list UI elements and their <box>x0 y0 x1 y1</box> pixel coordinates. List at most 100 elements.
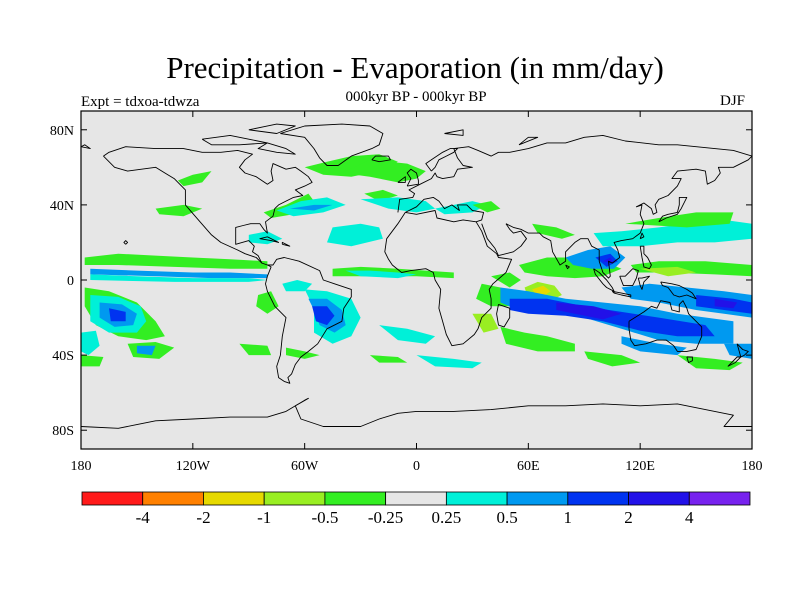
pe-region-11 <box>177 171 212 187</box>
pe-region-58 <box>584 351 641 367</box>
colorbar-label: -0.5 <box>311 508 338 527</box>
pe-region-12 <box>155 204 203 217</box>
colorbar-swatch <box>203 491 265 506</box>
coastline-22 <box>628 300 703 352</box>
lon-tick-label: 180 <box>742 459 763 474</box>
pe-region-32 <box>256 291 279 314</box>
page-subtitle: 000kyr BP - 000kyr BP <box>345 89 487 105</box>
coastline-4 <box>371 155 391 163</box>
pe-region-33 <box>286 347 320 359</box>
pe-region-51 <box>640 266 697 277</box>
coastline-9 <box>405 196 485 223</box>
pe-region-22 <box>472 201 501 213</box>
coastline-36 <box>518 136 539 146</box>
lon-tick-label: 0 <box>413 459 420 474</box>
coastline-7 <box>406 168 419 187</box>
pe-region-19 <box>360 197 436 213</box>
pe-region-28 <box>345 270 417 279</box>
lat-tick-label: 0 <box>67 274 74 289</box>
coastline-18 <box>611 290 632 298</box>
lat-tick-label: 40S <box>52 349 74 364</box>
pe-region-2 <box>90 274 268 282</box>
colorbar-label: -2 <box>196 508 210 527</box>
coastline-35 <box>444 129 464 136</box>
coastline-0 <box>103 155 352 384</box>
lat-tick-label: 80N <box>50 124 74 139</box>
lon-tick-label: 60E <box>517 459 540 474</box>
coastline-30 <box>565 264 570 270</box>
coastline-28 <box>259 236 280 243</box>
coastline-21 <box>660 281 697 300</box>
colorbar-label: 0.5 <box>496 508 517 527</box>
colorbar-label: -0.25 <box>368 508 403 527</box>
coastline-20 <box>637 275 650 290</box>
coastline-6 <box>425 148 458 172</box>
pe-region-59 <box>239 343 272 356</box>
coastline-8 <box>397 176 406 183</box>
coastline-31 <box>81 144 91 150</box>
coastline-12 <box>481 223 527 257</box>
coastline-33 <box>257 142 296 155</box>
colorbar-label: 1 <box>564 508 573 527</box>
coastline-16 <box>639 245 652 270</box>
colorbar-swatch <box>628 491 690 506</box>
pe-region-18 <box>364 189 398 202</box>
pe-region-56 <box>677 355 743 371</box>
colorbar-swatch <box>688 491 751 506</box>
colorbar-label: 4 <box>685 508 694 527</box>
pe-region-55 <box>621 336 687 356</box>
map-axes: 80N 40N 0 40S 80S 180 120W 60W 0 60E 120E 180 <box>50 111 763 474</box>
coastline-3 <box>280 123 384 166</box>
colorbar-swatch <box>81 491 144 506</box>
pe-region-60 <box>369 355 408 363</box>
pe-region-1 <box>90 268 268 279</box>
pe-region-10 <box>81 355 104 367</box>
coastline-11 <box>496 303 511 328</box>
experiment-label: Expt = tdxoa-tdwza <box>81 94 200 110</box>
coastline-27 <box>123 240 129 245</box>
lat-tick-label: 40N <box>50 199 74 214</box>
pe-region-24 <box>532 223 575 239</box>
colorbar-swatch <box>385 491 447 506</box>
pe-region-7 <box>81 330 100 356</box>
coastline-23 <box>686 356 693 364</box>
pe-region-34 <box>282 280 313 292</box>
pe-region-6 <box>109 308 126 322</box>
coastline-5 <box>397 134 752 213</box>
coastline-layer <box>81 123 752 429</box>
season-label: DJF <box>720 93 746 109</box>
coastline-14 <box>658 196 688 223</box>
coastline-25 <box>727 356 742 367</box>
lon-tick-label: 120W <box>176 459 211 474</box>
lat-tick-label: 80S <box>52 424 74 439</box>
coastline-34 <box>248 123 296 134</box>
pe-region-49 <box>602 257 615 264</box>
coastline-26 <box>81 397 752 429</box>
pe-region-31 <box>312 306 335 326</box>
colorbar-label: -1 <box>257 508 271 527</box>
colorbar: -4 -2 -1 -0.5 -0.25 0.25 0.5 1 2 4 <box>81 491 751 527</box>
pe-region-42 <box>532 285 551 299</box>
pe-region-9 <box>136 345 156 356</box>
pe-region-39 <box>416 355 482 369</box>
colorbar-label: -4 <box>136 508 151 527</box>
colorbar-label: 0.25 <box>432 508 462 527</box>
lon-tick-label: 120E <box>625 459 655 474</box>
lon-tick-label: 60W <box>291 459 319 474</box>
coastline-15 <box>639 232 645 240</box>
colorbar-swatch <box>263 491 326 506</box>
pe-region-46 <box>556 302 622 320</box>
pe-region-54 <box>714 298 738 309</box>
colorbar-swatch <box>142 491 204 506</box>
colorbar-swatch <box>506 491 569 506</box>
pe-region-0 <box>84 253 268 269</box>
pe-region-15 <box>289 204 333 211</box>
page-title: Precipitation - Evaporation (in mm/day) <box>166 50 664 85</box>
colorbar-swatch <box>445 491 508 506</box>
colorbar-swatch <box>567 491 629 506</box>
pe-region-26 <box>625 212 734 228</box>
lon-tick-label: 180 <box>71 459 92 474</box>
coastline-24 <box>736 343 749 358</box>
pe-region-25 <box>593 219 752 247</box>
